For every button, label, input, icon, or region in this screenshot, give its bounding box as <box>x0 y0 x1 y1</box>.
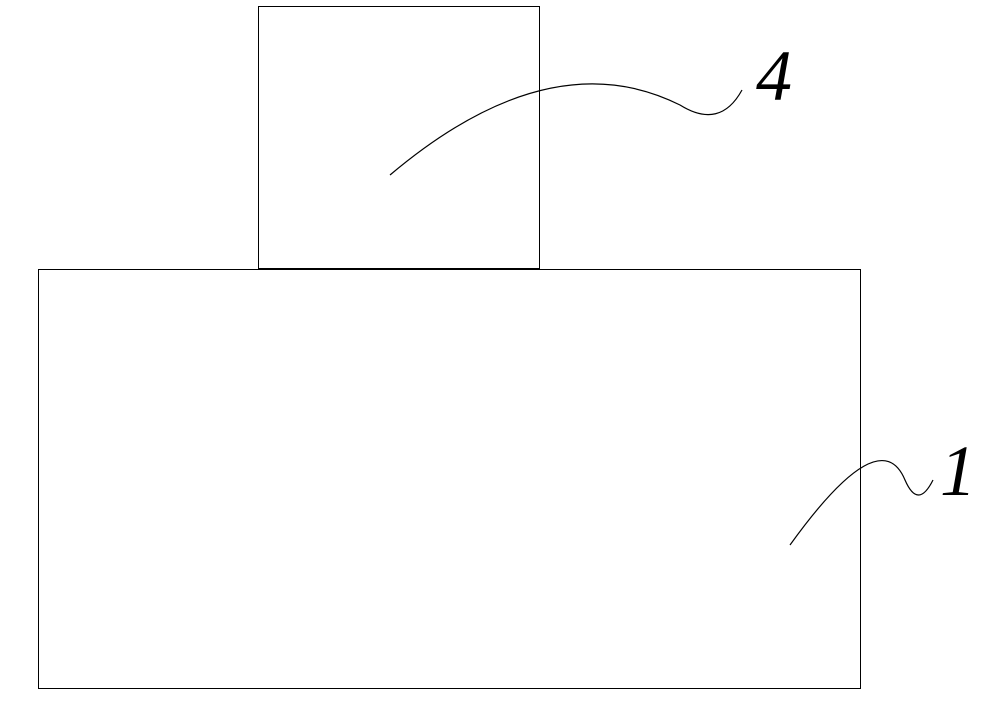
label-4: 4 <box>756 35 792 118</box>
label-1: 1 <box>940 430 976 513</box>
top-box <box>258 6 540 269</box>
diagram-container: 4 1 <box>0 0 1000 711</box>
bottom-box <box>38 269 861 689</box>
